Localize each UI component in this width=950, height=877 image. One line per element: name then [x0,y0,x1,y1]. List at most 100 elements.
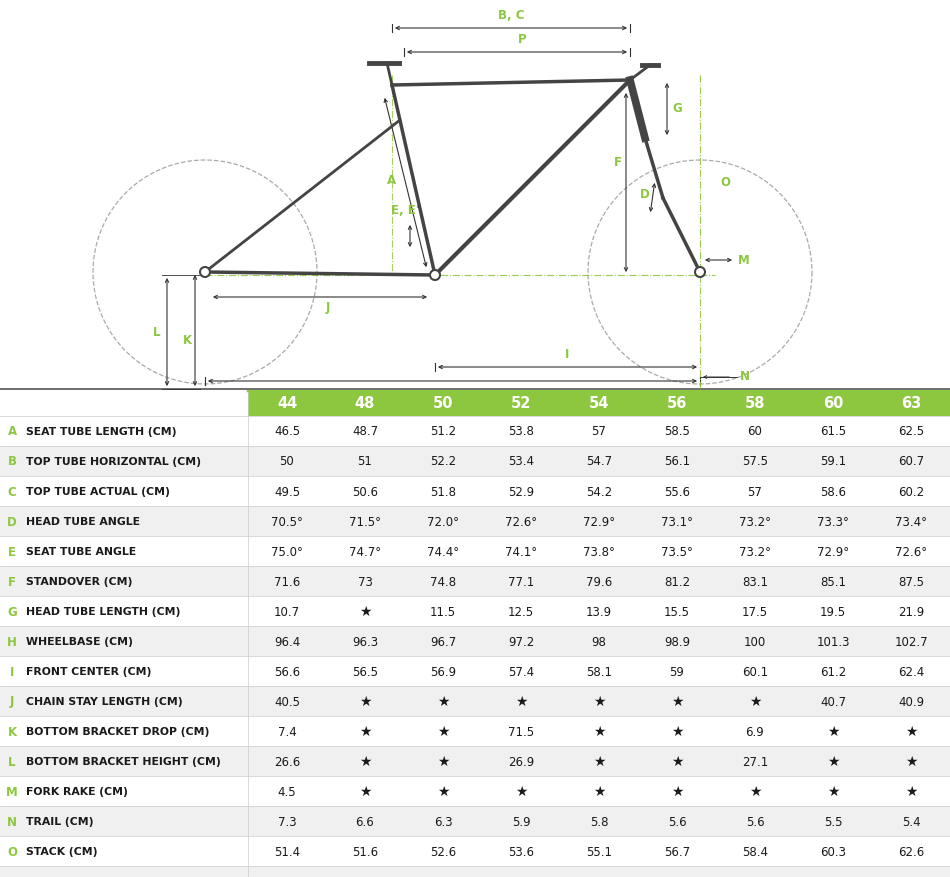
Text: 102.7: 102.7 [894,636,928,648]
Text: ★: ★ [826,755,839,769]
Text: 40.9: 40.9 [898,695,924,709]
Text: B, C: B, C [498,9,524,22]
Text: 52.6: 52.6 [430,845,456,859]
Text: 11.5: 11.5 [430,605,456,618]
Text: J: J [326,301,331,313]
Text: G: G [672,103,682,116]
FancyBboxPatch shape [0,656,950,686]
Text: 5.6: 5.6 [746,816,765,829]
FancyBboxPatch shape [0,776,950,806]
Text: 55.1: 55.1 [586,845,612,859]
Text: ★: ★ [593,755,605,769]
Text: ★: ★ [359,755,371,769]
Text: 98: 98 [592,636,606,648]
Text: 75.0°: 75.0° [271,545,303,559]
Text: 46.5: 46.5 [274,425,300,438]
Text: 56.7: 56.7 [664,845,690,859]
Text: 40.5: 40.5 [820,875,846,877]
Text: 61.2: 61.2 [820,666,846,679]
Text: ★: ★ [593,695,605,709]
Text: 26.9: 26.9 [508,755,534,768]
Text: TRAIL (CM): TRAIL (CM) [26,817,93,827]
Text: ★: ★ [437,725,449,739]
Text: M: M [6,786,18,798]
Text: SEAT TUBE LENGTH (CM): SEAT TUBE LENGTH (CM) [26,427,177,437]
Text: 71.5: 71.5 [508,725,534,738]
Text: D: D [8,516,17,529]
Text: 73.3°: 73.3° [817,516,849,529]
Text: 59: 59 [670,666,684,679]
Text: 55.6: 55.6 [664,486,690,498]
Text: 59.1: 59.1 [820,455,846,468]
Text: ★: ★ [437,755,449,769]
Text: 19.5: 19.5 [820,605,846,618]
Text: 56.6: 56.6 [274,666,300,679]
Text: 39.3: 39.3 [664,875,690,877]
Text: 54: 54 [589,396,609,411]
Text: P: P [8,875,16,877]
Text: K: K [182,334,192,347]
FancyBboxPatch shape [0,686,950,716]
FancyBboxPatch shape [0,506,950,536]
Text: 57.4: 57.4 [508,666,534,679]
Text: 60: 60 [823,396,844,411]
Text: 73: 73 [357,575,372,588]
Text: 5.8: 5.8 [590,816,608,829]
Text: 10.7: 10.7 [274,605,300,618]
Text: 36.9: 36.9 [352,875,378,877]
Text: 26.6: 26.6 [274,755,300,768]
Text: 51.4: 51.4 [274,845,300,859]
Text: 74.4°: 74.4° [427,545,459,559]
Text: 52: 52 [511,396,531,411]
FancyBboxPatch shape [0,446,950,476]
Text: STACK (CM): STACK (CM) [26,847,98,857]
Text: M: M [738,253,750,267]
Text: 38.7: 38.7 [586,875,612,877]
Text: 72.6°: 72.6° [895,545,927,559]
FancyBboxPatch shape [0,716,950,746]
Text: 73.4°: 73.4° [895,516,927,529]
Text: 73.2°: 73.2° [739,516,771,529]
Text: 57.5: 57.5 [742,455,768,468]
Text: 5.4: 5.4 [902,816,921,829]
Text: 62.4: 62.4 [898,666,924,679]
Text: ★: ★ [904,785,918,799]
Text: 57: 57 [592,425,606,438]
FancyBboxPatch shape [0,596,950,626]
Text: 60.7: 60.7 [898,455,924,468]
Text: 5.5: 5.5 [824,816,843,829]
Text: WHEELBASE (CM): WHEELBASE (CM) [26,637,133,647]
Text: 77.1: 77.1 [508,575,534,588]
Text: ★: ★ [359,725,371,739]
Text: 58.5: 58.5 [664,425,690,438]
Text: ★: ★ [593,725,605,739]
Text: 62.5: 62.5 [898,425,924,438]
Text: 73.2°: 73.2° [739,545,771,559]
Text: 48: 48 [354,396,375,411]
Text: 72.9°: 72.9° [817,545,849,559]
Text: 50.6: 50.6 [352,486,378,498]
Text: 72.0°: 72.0° [427,516,459,529]
Text: 49.5: 49.5 [274,486,300,498]
Text: 39.9: 39.9 [742,875,768,877]
Text: 4.5: 4.5 [277,786,296,798]
Text: HEAD TUBE ANGLE: HEAD TUBE ANGLE [26,517,140,527]
FancyBboxPatch shape [0,836,950,866]
Text: ★: ★ [826,725,839,739]
Text: I: I [565,348,570,361]
Circle shape [200,267,210,277]
Text: 62.6: 62.6 [898,845,924,859]
Text: 83.1: 83.1 [742,575,768,588]
Text: 56: 56 [667,396,687,411]
Text: 79.6: 79.6 [586,575,612,588]
Text: 6.6: 6.6 [355,816,374,829]
FancyBboxPatch shape [0,416,950,446]
Text: 100: 100 [744,636,766,648]
Text: 44: 44 [276,396,297,411]
Text: ★: ★ [359,785,371,799]
Text: ★: ★ [437,695,449,709]
Text: ★: ★ [904,755,918,769]
Text: ★: ★ [515,695,527,709]
Text: E: E [8,545,16,559]
Text: I: I [10,666,14,679]
